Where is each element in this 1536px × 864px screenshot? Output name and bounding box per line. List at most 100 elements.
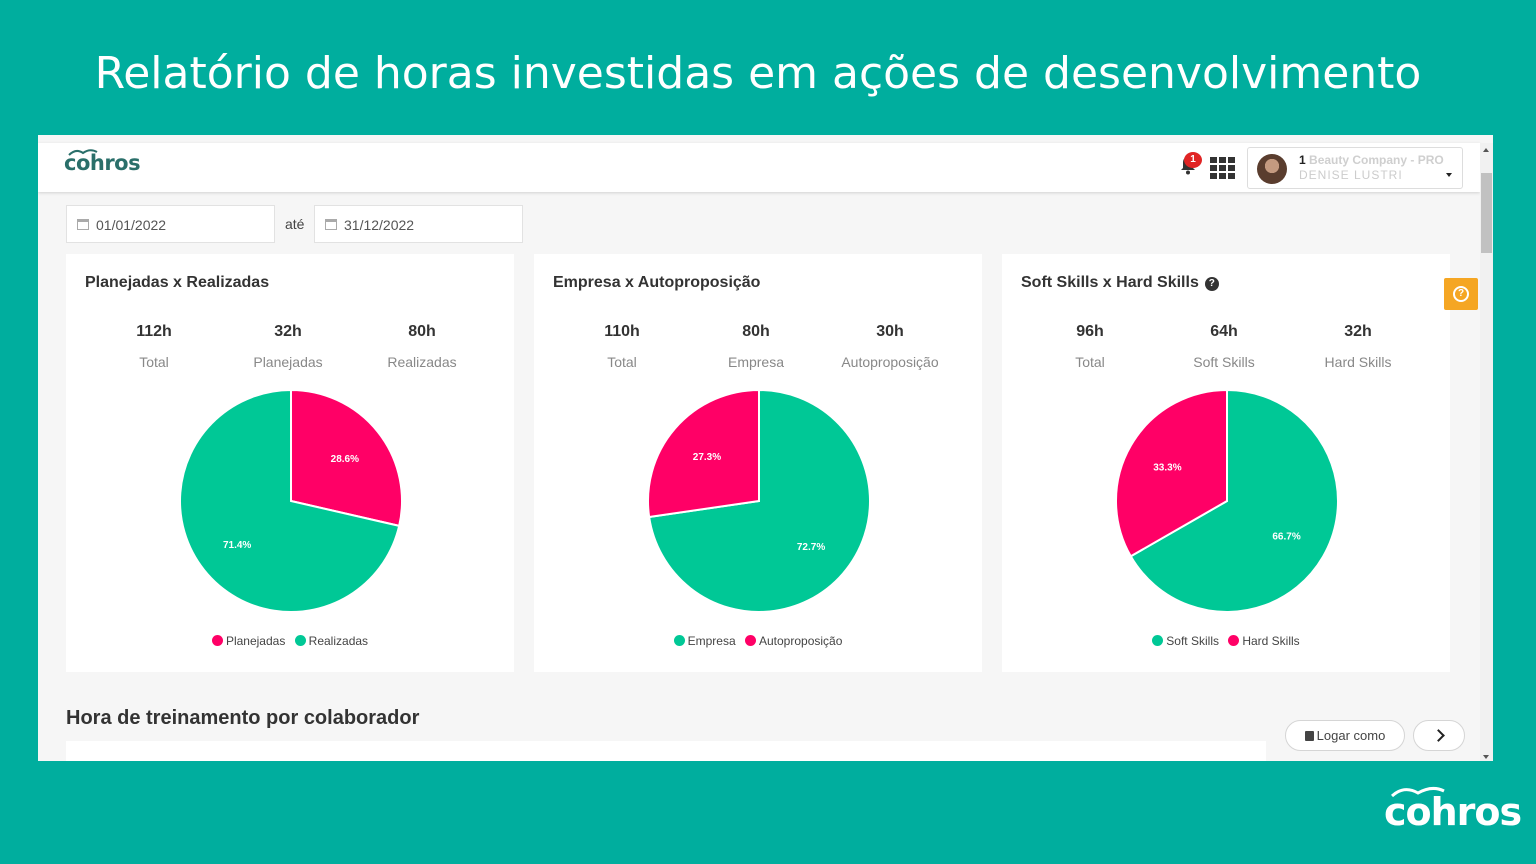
legend-item-self-proposed[interactable]: Autoproposição — [744, 634, 843, 648]
legend-dot — [211, 635, 223, 646]
legend-dot — [744, 635, 756, 646]
section-title: Hora de treinamento por colaborador — [66, 707, 420, 729]
legend-item-hard-skills[interactable]: Hard Skills — [1228, 634, 1300, 648]
stat-realized: 80h Realizadas — [352, 323, 492, 370]
chart-legend: Planejadas Realizadas — [66, 634, 514, 648]
pie-slice-planejadas[interactable] — [290, 388, 403, 528]
lock-icon — [1304, 731, 1314, 741]
pie-slice-autoproposi-o[interactable] — [647, 388, 760, 519]
stat-self-proposed: 30h Autoproposição — [820, 323, 960, 370]
company-selector: 1 Beauty Company - PRO — [1299, 153, 1444, 167]
pie-slice-realizadas[interactable] — [179, 388, 401, 613]
stat-value: 30h — [876, 323, 904, 340]
stat-value: 32h — [274, 323, 302, 340]
stat-total: 110h Total — [552, 323, 692, 370]
stat-value: 80h — [742, 323, 770, 340]
card-company-vs-self: Empresa x Autoproposição 110h Total 80h … — [534, 254, 982, 672]
stat-value: 112h — [136, 323, 172, 340]
company-prefix: 1 — [1299, 153, 1306, 167]
pie-data-label: 27.3% — [693, 452, 721, 463]
pie-data-label: 71.4% — [223, 540, 251, 551]
legend-label: Autoproposição — [758, 634, 843, 648]
legend-label: Soft Skills — [1166, 634, 1219, 648]
scroll-up-icon[interactable] — [1483, 148, 1489, 152]
next-button[interactable] — [1413, 720, 1465, 751]
legend-item-company[interactable]: Empresa — [673, 634, 736, 648]
login-as-button[interactable]: Logar como — [1285, 720, 1405, 751]
user-menu[interactable]: 1 Beauty Company - PRO DENISE LUSTRI — [1247, 147, 1463, 189]
stat-label: Empresa — [727, 354, 785, 370]
footer-logo: cohros — [1384, 786, 1522, 834]
chart-legend: Soft Skills Hard Skills — [1002, 634, 1450, 648]
legend-label: Realizadas — [308, 634, 369, 648]
stat-value: 80h — [408, 323, 436, 340]
chevron-right-icon — [1432, 729, 1445, 742]
card-planned-vs-realized: Planejadas x Realizadas 112h Total 32h P… — [66, 254, 514, 672]
stat-total: 112h Total — [84, 323, 224, 370]
start-date-value: 01/01/2022 — [96, 217, 167, 233]
stat-label: Total — [1075, 354, 1105, 370]
scroll-thumb[interactable] — [1481, 173, 1492, 253]
table-container — [66, 741, 1266, 761]
end-date-value: 31/12/2022 — [344, 217, 415, 233]
card-soft-vs-hard: Soft Skills x Hard Skills? 96h Total 64h… — [1002, 254, 1450, 672]
legend-item-soft-skills[interactable]: Soft Skills — [1152, 634, 1219, 648]
vertical-scrollbar[interactable] — [1480, 143, 1493, 761]
card-title: Soft Skills x Hard Skills — [1021, 274, 1199, 291]
question-icon: ? — [1453, 286, 1469, 302]
scroll-down-icon[interactable] — [1483, 755, 1489, 759]
end-date-input[interactable]: 31/12/2022 — [314, 205, 523, 243]
stat-label: Planejadas — [253, 354, 323, 370]
legend-item-realized[interactable]: Realizadas — [294, 634, 369, 648]
start-date-input[interactable]: 01/01/2022 — [66, 205, 275, 243]
card-title: Planejadas x Realizadas — [85, 274, 270, 291]
stat-value: 64h — [1210, 323, 1238, 340]
help-button[interactable]: ? — [1444, 278, 1478, 310]
date-separator: até — [285, 216, 305, 232]
stat-soft-skills: 64h Soft Skills — [1154, 323, 1294, 370]
stat-planned: 32h Planejadas — [218, 323, 358, 370]
notification-badge: 1 — [1184, 152, 1202, 168]
card-title: Empresa x Autoproposição — [553, 274, 761, 291]
pie-chart: 66.7% 33.3% — [1115, 388, 1339, 613]
legend-dot — [673, 635, 685, 646]
stat-label: Soft Skills — [1193, 354, 1255, 370]
footer-logo-text: cohros — [1384, 790, 1522, 834]
logo-text: cohros — [64, 151, 141, 175]
chart-legend: Empresa Autoproposição — [534, 634, 982, 648]
stat-hard-skills: 32h Hard Skills — [1288, 323, 1428, 370]
legend-label: Empresa — [687, 634, 736, 648]
stat-label: Autoproposição — [841, 354, 939, 370]
pie-chart: 28.6% 71.4% — [179, 388, 403, 613]
stat-label: Hard Skills — [1324, 354, 1392, 370]
stat-label: Total — [139, 354, 169, 370]
app-screenshot: cohros 1 1 Beauty Company - PRO DENISE L… — [38, 135, 1493, 761]
legend-item-planned[interactable]: Planejadas — [211, 634, 285, 648]
pie-data-label: 72.7% — [797, 542, 825, 553]
stat-value: 110h — [604, 323, 640, 340]
calendar-icon — [77, 219, 89, 230]
company-name: Beauty Company - PRO — [1309, 153, 1444, 167]
legend-dot — [294, 635, 306, 646]
apps-grid-icon[interactable] — [1210, 157, 1235, 179]
pie-data-label: 28.6% — [331, 454, 359, 465]
page-headline: Relatório de horas investidas em ações d… — [94, 48, 1422, 99]
pie-chart: 72.7% 27.3% — [647, 388, 871, 613]
pie-slice-soft-skills[interactable] — [1129, 388, 1339, 613]
brand-logo[interactable]: cohros — [64, 149, 141, 175]
logo-wing-icon — [68, 149, 98, 156]
login-as-label: Logar como — [1316, 728, 1386, 743]
stat-total: 96h Total — [1020, 323, 1160, 370]
pie-slice-hard-skills[interactable] — [1115, 388, 1228, 558]
calendar-icon — [325, 219, 337, 230]
pie-data-label: 66.7% — [1272, 531, 1300, 542]
question-circle-icon[interactable]: ? — [1204, 277, 1219, 291]
stat-value: 96h — [1076, 323, 1104, 340]
stat-value: 32h — [1344, 323, 1372, 340]
legend-label: Hard Skills — [1242, 634, 1300, 648]
user-name: DENISE LUSTRI — [1299, 168, 1403, 182]
stat-label: Realizadas — [387, 354, 457, 370]
pie-data-label: 33.3% — [1153, 463, 1181, 474]
stat-company: 80h Empresa — [686, 323, 826, 370]
stat-label: Total — [607, 354, 637, 370]
